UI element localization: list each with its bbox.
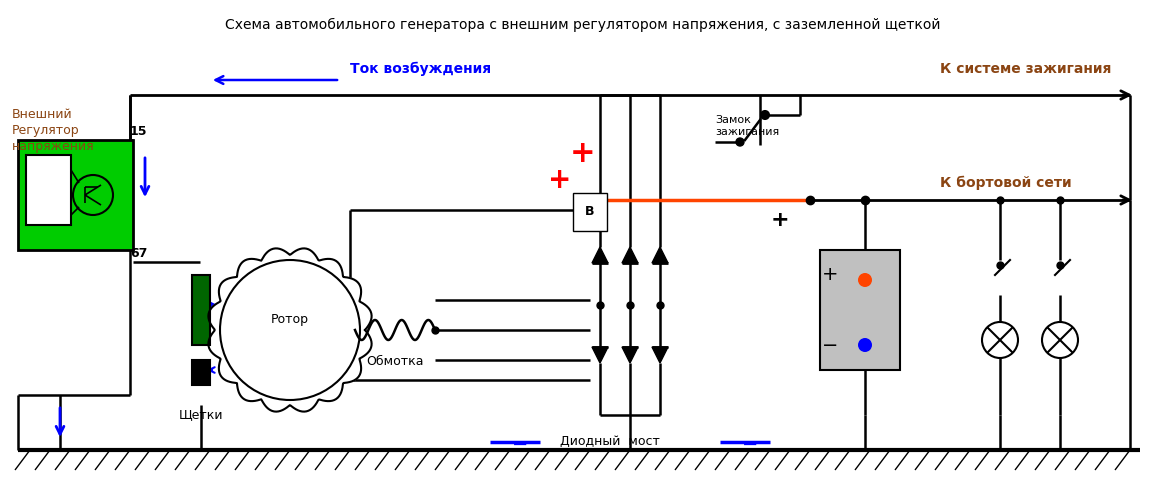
Bar [26, 155, 71, 225]
Circle shape [982, 322, 1018, 358]
Polygon shape [652, 247, 668, 263]
Polygon shape [652, 347, 668, 363]
Circle shape [73, 175, 113, 215]
Text: 15: 15 [129, 125, 148, 138]
Polygon shape [621, 347, 638, 363]
Circle shape [858, 338, 872, 352]
Text: В: В [585, 205, 595, 218]
Bar [192, 275, 210, 345]
Text: К бортовой сети: К бортовой сети [940, 176, 1072, 190]
Bar [192, 360, 210, 385]
Circle shape [761, 111, 770, 119]
Circle shape [736, 138, 744, 146]
Text: Ток возбуждения: Ток возбуждения [350, 62, 491, 76]
Text: −: − [512, 435, 528, 454]
Circle shape [220, 260, 360, 400]
Text: К системе зажигания: К системе зажигания [940, 62, 1111, 76]
Circle shape [1042, 322, 1079, 358]
Text: 67: 67 [129, 247, 147, 260]
Text: Внешний
Регулятор
напряжения: Внешний Регулятор напряжения [12, 108, 94, 153]
Text: −: − [822, 336, 838, 355]
Text: Щетки: Щетки [178, 408, 223, 421]
Bar [17, 140, 133, 250]
Text: +: + [570, 138, 596, 168]
Text: −: − [742, 435, 758, 454]
Text: Схема автомобильного генератора с внешним регулятором напряжения, с заземленной : Схема автомобильного генератора с внешни… [225, 18, 941, 32]
Text: Замок
зажигания: Замок зажигания [715, 115, 779, 136]
Text: Диодный  мост: Диодный мост [560, 435, 660, 448]
Polygon shape [621, 247, 638, 263]
Text: Обмотка: Обмотка [366, 355, 423, 368]
Bar [820, 250, 900, 370]
Circle shape [858, 273, 872, 287]
Text: +: + [771, 210, 789, 230]
Polygon shape [592, 347, 607, 363]
Text: +: + [548, 166, 571, 194]
Polygon shape [592, 247, 607, 263]
Polygon shape [209, 248, 372, 412]
Text: Ротор: Ротор [271, 314, 309, 326]
Text: +: + [822, 265, 838, 284]
